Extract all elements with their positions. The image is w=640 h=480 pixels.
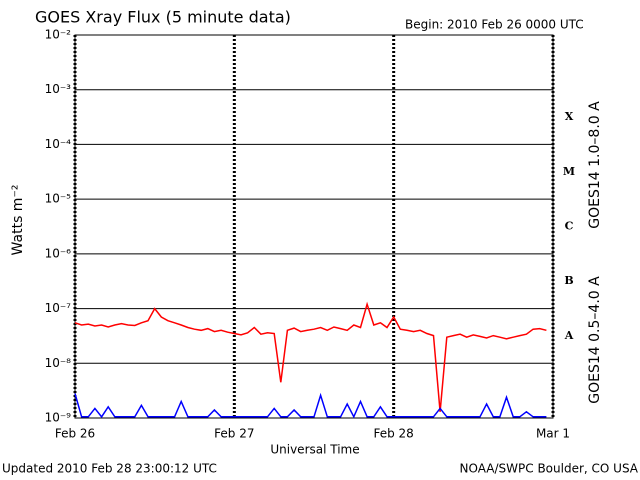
x-tick-label: Feb 26	[55, 427, 95, 441]
flare-class-label: A	[564, 329, 574, 342]
x-tick-label: Feb 28	[373, 427, 413, 441]
y-tick-label: 10⁻⁹	[45, 411, 72, 425]
x-tick-label: Feb 27	[214, 427, 254, 441]
chart-subtitle: Begin: 2010 Feb 26 0000 UTC	[405, 18, 584, 32]
y-axis-label: Watts m⁻²	[10, 185, 26, 256]
x-axis-label: Universal Time	[270, 443, 359, 457]
plot-frame	[74, 34, 554, 419]
footer-right: NOAA/SWPC Boulder, CO USA	[460, 462, 639, 476]
x-tick-label: Mar 1	[536, 427, 570, 441]
legend-entry: GOES14 0.5–4.0 A	[587, 276, 603, 404]
y-tick-label: 10⁻⁶	[45, 246, 72, 260]
legend-entry: GOES14 1.0–8.0 A	[587, 101, 603, 229]
flare-class-label: M	[563, 165, 575, 178]
chart-title: GOES Xray Flux (5 minute data)	[35, 8, 291, 27]
series-line	[74, 301, 547, 412]
flare-class-label: X	[565, 110, 574, 123]
y-tick-label: 10⁻⁵	[45, 192, 72, 206]
y-tick-label: 10⁻⁴	[45, 137, 72, 151]
series-line	[74, 392, 547, 419]
y-tick-label: 10⁻²	[45, 28, 72, 42]
y-tick-label: 10⁻³	[45, 82, 72, 96]
footer-left: Updated 2010 Feb 28 23:00:12 UTC	[2, 462, 217, 476]
flare-class-label: B	[564, 274, 573, 287]
y-tick-label: 10⁻⁸	[45, 356, 72, 370]
y-tick-label: 10⁻⁷	[45, 301, 72, 315]
flare-class-label: C	[565, 220, 574, 233]
